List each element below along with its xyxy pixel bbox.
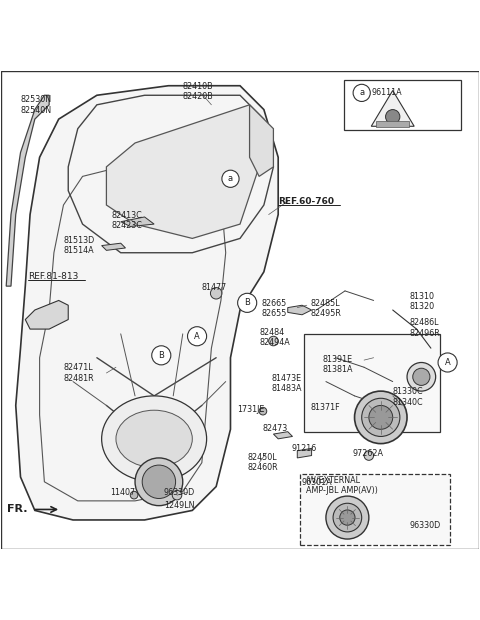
Text: A: A xyxy=(194,332,200,341)
Text: REF.60-760: REF.60-760 xyxy=(278,197,334,206)
Polygon shape xyxy=(274,432,292,439)
Text: a: a xyxy=(228,174,233,184)
Text: 1249LN: 1249LN xyxy=(164,501,194,510)
Ellipse shape xyxy=(102,396,206,482)
Circle shape xyxy=(142,465,176,498)
Text: 82473: 82473 xyxy=(263,424,288,433)
Circle shape xyxy=(353,84,370,102)
Circle shape xyxy=(369,405,393,429)
Circle shape xyxy=(130,491,138,499)
Circle shape xyxy=(188,327,206,346)
Polygon shape xyxy=(250,105,274,176)
Polygon shape xyxy=(297,448,312,458)
Circle shape xyxy=(326,496,369,539)
Text: 82484
82494A: 82484 82494A xyxy=(259,328,290,347)
Text: A: A xyxy=(444,358,450,367)
Circle shape xyxy=(210,288,222,299)
FancyBboxPatch shape xyxy=(300,474,450,545)
Text: REF.81-813: REF.81-813 xyxy=(28,272,78,281)
Circle shape xyxy=(364,451,373,460)
Circle shape xyxy=(259,407,267,415)
Text: 96330D: 96330D xyxy=(164,488,195,497)
Ellipse shape xyxy=(116,410,192,467)
Polygon shape xyxy=(371,91,414,126)
Text: 82471L
82481R: 82471L 82481R xyxy=(63,363,94,383)
Circle shape xyxy=(362,398,400,436)
Circle shape xyxy=(413,368,430,386)
Polygon shape xyxy=(25,301,68,329)
Circle shape xyxy=(385,110,400,124)
Text: 81477: 81477 xyxy=(202,283,227,291)
Text: 82485L
82495R: 82485L 82495R xyxy=(311,299,341,318)
Text: 82486L
82496R: 82486L 82496R xyxy=(409,319,440,338)
Circle shape xyxy=(152,346,171,365)
Text: 82665
82655: 82665 82655 xyxy=(262,299,287,318)
Text: 82450L
82460R: 82450L 82460R xyxy=(247,453,278,472)
Circle shape xyxy=(407,363,436,391)
Polygon shape xyxy=(6,95,49,286)
Text: 81391E: 81391E xyxy=(322,355,352,364)
Polygon shape xyxy=(107,105,259,239)
Text: 82530N
82540N: 82530N 82540N xyxy=(21,95,52,115)
Circle shape xyxy=(222,170,239,187)
Text: B: B xyxy=(158,351,164,360)
Text: 82410B
82420B: 82410B 82420B xyxy=(183,82,214,101)
Bar xyxy=(344,79,461,130)
Circle shape xyxy=(355,391,407,444)
Text: 96330D: 96330D xyxy=(409,521,441,530)
Text: 81381A: 81381A xyxy=(322,365,353,374)
Text: 1731JE: 1731JE xyxy=(238,405,265,414)
Text: 81371F: 81371F xyxy=(311,403,340,412)
Polygon shape xyxy=(121,217,154,226)
Text: 11407: 11407 xyxy=(110,488,135,497)
Text: a: a xyxy=(359,89,364,97)
Text: (W/EXTERNAL
AMP-JBL AMP(AV)): (W/EXTERNAL AMP-JBL AMP(AV)) xyxy=(306,476,378,495)
Bar xyxy=(376,121,409,126)
Text: 81513D
81514A: 81513D 81514A xyxy=(63,236,95,255)
Polygon shape xyxy=(16,86,278,520)
Circle shape xyxy=(333,503,362,532)
Circle shape xyxy=(135,458,183,506)
Circle shape xyxy=(238,293,257,312)
Text: 81310
81320: 81310 81320 xyxy=(409,292,434,311)
Circle shape xyxy=(340,510,355,525)
Text: FR.: FR. xyxy=(7,505,28,515)
Circle shape xyxy=(438,353,457,372)
Bar xyxy=(304,334,441,432)
Text: 82413C
82423C: 82413C 82423C xyxy=(111,211,142,230)
Polygon shape xyxy=(288,305,312,315)
Circle shape xyxy=(269,336,278,346)
Circle shape xyxy=(172,490,182,500)
Text: 81473E
81483A: 81473E 81483A xyxy=(271,374,301,393)
Text: 97262A: 97262A xyxy=(352,449,383,458)
Text: B: B xyxy=(244,298,250,308)
Text: 96111A: 96111A xyxy=(371,89,402,97)
Polygon shape xyxy=(102,243,125,250)
Text: 81330C
81340C: 81330C 81340C xyxy=(393,387,423,407)
Text: 96301A: 96301A xyxy=(301,478,332,487)
Text: 91216: 91216 xyxy=(291,444,317,453)
